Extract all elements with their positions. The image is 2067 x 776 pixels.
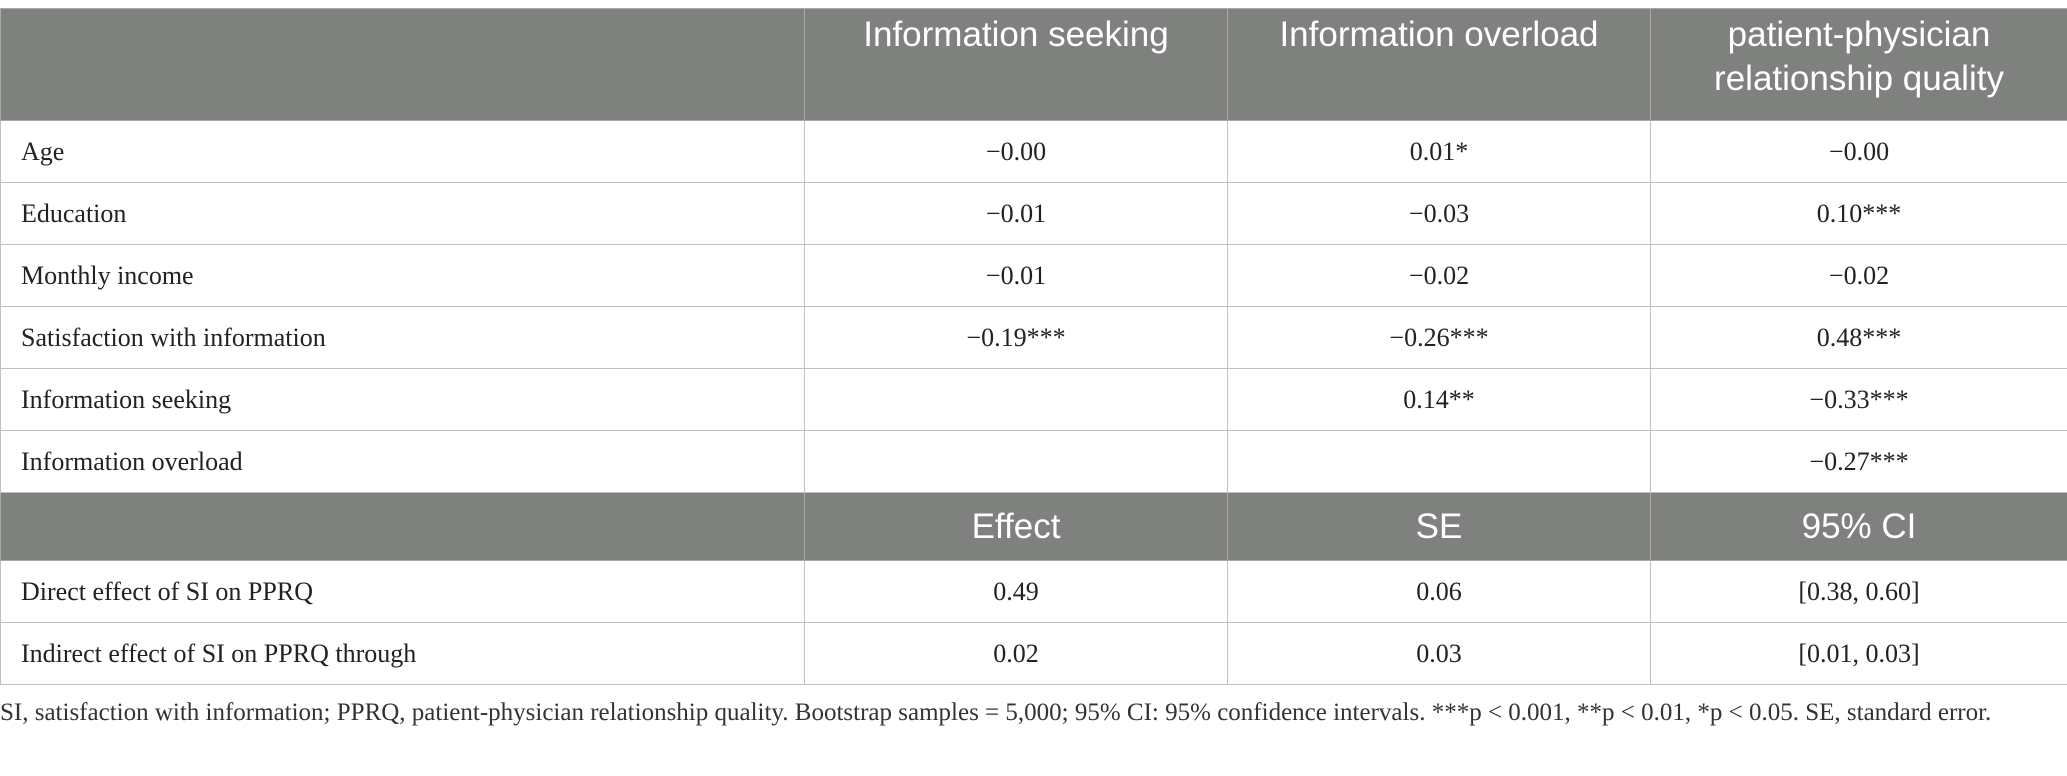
table-cell: −0.01: [804, 244, 1228, 307]
subheader-effect: Effect: [804, 492, 1228, 561]
table-row: Information overload −0.27***: [0, 430, 2067, 493]
table-row: Information seeking 0.14** −0.33***: [0, 368, 2067, 431]
table-cell: [1227, 430, 1651, 493]
table-cell: [804, 368, 1228, 431]
table-cell: −0.00: [1650, 120, 2067, 183]
table-cell: −0.26***: [1227, 306, 1651, 369]
subheader-cell-empty: [0, 492, 805, 561]
table-cell: 0.01*: [1227, 120, 1651, 183]
table-cell: −0.03: [1227, 182, 1651, 245]
table-cell: 0.02: [804, 622, 1228, 685]
table-row: Direct effect of SI on PPRQ 0.49 0.06 [0…: [0, 560, 2067, 623]
table-cell: −0.01: [804, 182, 1228, 245]
table-cell: −0.19***: [804, 306, 1228, 369]
table-cell: −0.27***: [1650, 430, 2067, 493]
table-cell: 0.48***: [1650, 306, 2067, 369]
table-cell: 0.14**: [1227, 368, 1651, 431]
header-row: Information seeking Information overload…: [0, 8, 2067, 121]
table-cell: −0.33***: [1650, 368, 2067, 431]
subheader-se: SE: [1227, 492, 1651, 561]
row-label: Monthly income: [0, 244, 805, 307]
table-cell: 0.03: [1227, 622, 1651, 685]
table-cell: [0.38, 0.60]: [1650, 560, 2067, 623]
row-label: Age: [0, 120, 805, 183]
table-row: Age −0.00 0.01* −0.00: [0, 120, 2067, 183]
row-label: Information overload: [0, 430, 805, 493]
table-row: Indirect effect of SI on PPRQ through 0.…: [0, 622, 2067, 685]
table-cell: 0.06: [1227, 560, 1651, 623]
row-label: Information seeking: [0, 368, 805, 431]
header-information-seeking: Information seeking: [804, 8, 1228, 121]
table-cell: [804, 430, 1228, 493]
subheader-ci: 95% CI: [1650, 492, 2067, 561]
subheader-row: Effect SE 95% CI: [0, 492, 2067, 561]
table-cell: [0.01, 0.03]: [1650, 622, 2067, 685]
table-cell: −0.02: [1227, 244, 1651, 307]
row-label: Education: [0, 182, 805, 245]
header-pprq: patient-physician relationship quality: [1650, 8, 2067, 121]
mediation-table-container: Information seeking Information overload…: [0, 8, 2067, 685]
header-information-overload: Information overload: [1227, 8, 1651, 121]
row-label: Direct effect of SI on PPRQ: [0, 560, 805, 623]
row-label: Satisfaction with information: [0, 306, 805, 369]
table-cell: 0.10***: [1650, 182, 2067, 245]
table-row: Education −0.01 −0.03 0.10***: [0, 182, 2067, 245]
row-label: Indirect effect of SI on PPRQ through: [0, 622, 805, 685]
table-cell: −0.02: [1650, 244, 2067, 307]
table-cell: −0.00: [804, 120, 1228, 183]
table-footnote: SI, satisfaction with information; PPRQ,…: [0, 699, 1992, 726]
header-cell-empty: [0, 8, 805, 121]
table-row: Satisfaction with information −0.19*** −…: [0, 306, 2067, 369]
mediation-table: Information seeking Information overload…: [0, 8, 2067, 685]
table-cell: 0.49: [804, 560, 1228, 623]
table-row: Monthly income −0.01 −0.02 −0.02: [0, 244, 2067, 307]
